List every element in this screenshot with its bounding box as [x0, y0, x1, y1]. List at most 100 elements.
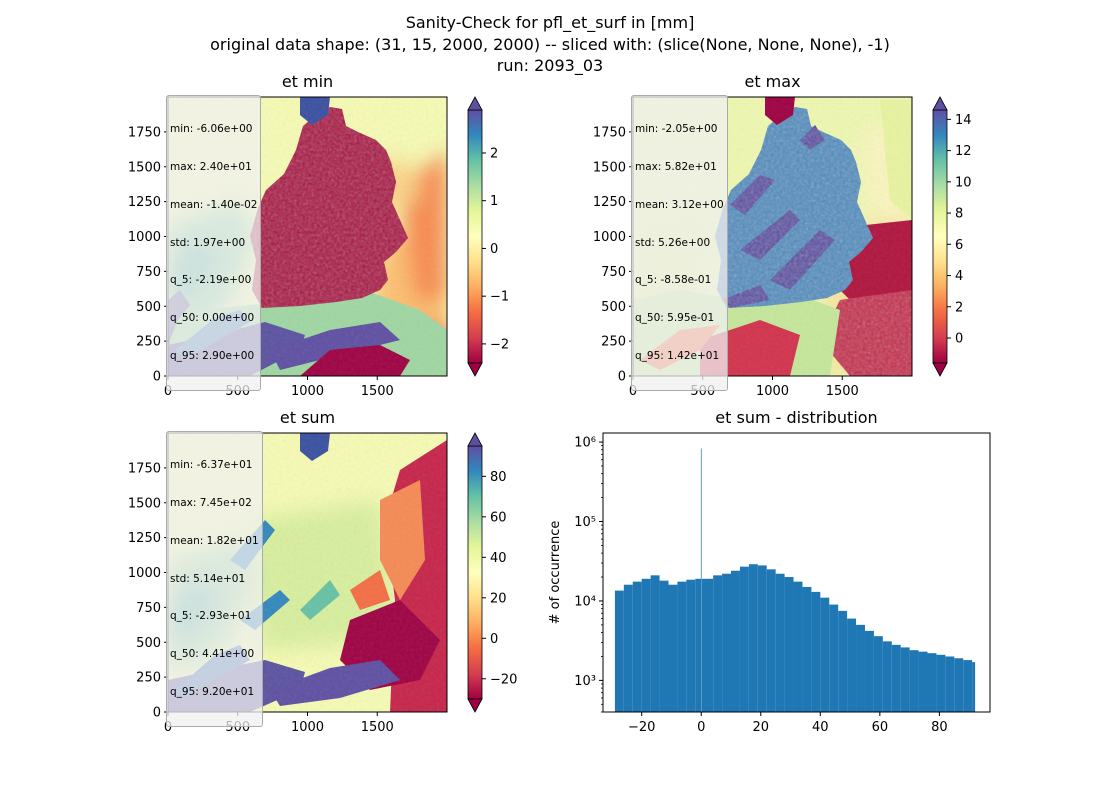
figure-title-line-1: Sanity-Check for pfl_et_surf in [mm] — [405, 13, 695, 32]
stats-box-et-min: min: -6.06e+00 max: 2.40e+01 mean: -1.40… — [166, 95, 262, 391]
histogram-bar — [650, 575, 660, 712]
y-tick-label: 250 — [136, 335, 161, 350]
x-tick-label: 1500 — [361, 720, 394, 735]
histogram-bar — [900, 647, 910, 712]
histogram-bar — [701, 578, 714, 712]
histogram-bar — [757, 565, 767, 712]
histogram-y-axis-label: # of occurrence — [548, 521, 563, 625]
histogram-bar — [847, 618, 857, 712]
histogram-bar — [700, 448, 702, 712]
histogram-bar — [677, 581, 687, 712]
stat-line: min: -6.37e+01 — [170, 459, 253, 472]
y-tick-label: 1500 — [128, 160, 161, 175]
histogram-bar — [668, 584, 678, 712]
histogram-bar — [623, 584, 633, 712]
y-tick-label: 1250 — [593, 195, 626, 210]
x-tick-label: 40 — [812, 720, 829, 735]
histogram-bar — [686, 579, 696, 712]
colorbar-et-max — [932, 96, 948, 377]
stat-line: q_95: 1.42e+01 — [635, 349, 720, 362]
x-tick-label: 0 — [164, 384, 172, 399]
stat-line: q_5: -2.93e+01 — [170, 610, 252, 623]
colorbar-tick-label: 0 — [490, 632, 498, 647]
histogram-bar — [784, 577, 794, 712]
y-tick-label: 1250 — [128, 531, 161, 546]
stat-line: std: 1.97e+00 — [170, 236, 246, 249]
histogram-bar — [856, 624, 865, 712]
y-tick-label: 1750 — [128, 461, 161, 476]
colorbar-tick-label: 0 — [955, 332, 963, 347]
stat-line: std: 5.26e+00 — [635, 236, 711, 249]
y-tick-label: 1250 — [128, 195, 161, 210]
histogram-bar — [918, 651, 928, 712]
histogram-bar — [632, 581, 642, 712]
histogram-bar — [882, 641, 892, 712]
stats-box-et-max: min: -2.05e+00 max: 5.82e+01 mean: 3.12e… — [631, 95, 728, 391]
y-tick-label: 1000 — [128, 566, 161, 581]
histogram-bar — [713, 575, 723, 712]
x-tick-label: 20 — [753, 720, 770, 735]
y-tick-label: 750 — [136, 601, 161, 616]
histogram-bar — [695, 578, 702, 712]
histogram-bar — [963, 660, 973, 712]
y-tick-label: 1000 — [128, 230, 161, 245]
histogram-bar — [829, 604, 839, 712]
histogram-bar — [811, 591, 821, 712]
histogram-bar — [873, 636, 883, 712]
panel-title-et-sum: et sum — [279, 408, 336, 427]
stat-line: min: -2.05e+00 — [635, 123, 718, 136]
histogram-title: et sum - distribution — [715, 408, 878, 427]
y-tick-label: 0 — [153, 370, 161, 385]
colorbar-tick-label: −2 — [490, 337, 509, 352]
histogram-bar — [891, 644, 901, 712]
colorbar-et-min — [467, 96, 483, 377]
colorbar-tick-label: 10 — [955, 175, 972, 190]
histogram-bar — [731, 570, 740, 712]
histogram-bar — [972, 662, 976, 712]
x-tick-label: 60 — [872, 720, 889, 735]
x-tick-label: 1500 — [361, 384, 394, 399]
x-tick-label: −20 — [628, 720, 655, 735]
histogram-bar — [748, 564, 758, 712]
colorbar-tick-label: −20 — [490, 672, 517, 687]
stat-line: q_50: 0.00e+00 — [170, 312, 255, 325]
y-tick-label: 10⁶ — [574, 436, 596, 451]
histogram-bar — [954, 658, 964, 712]
figure-title-line-3: run: 2093_03 — [496, 56, 604, 75]
histogram-bar — [739, 566, 749, 712]
histogram-bar — [802, 586, 812, 712]
colorbar-tick-label: 40 — [490, 551, 507, 566]
stat-line: q_50: 5.95e-01 — [635, 312, 715, 325]
stat-line: q_5: -2.19e+00 — [170, 274, 252, 287]
colorbar-tick-label: 6 — [955, 238, 963, 253]
histogram-bar — [838, 610, 848, 712]
colorbar-tick-label: 2 — [955, 300, 963, 315]
colorbar-tick-label: 20 — [490, 591, 507, 606]
x-tick-label: 0 — [629, 384, 637, 399]
stat-line: q_95: 2.90e+00 — [170, 349, 255, 362]
colorbar-tick-label: 2 — [490, 146, 498, 161]
histogram-bar — [909, 650, 919, 712]
x-tick-label: 1000 — [756, 384, 789, 399]
y-tick-label: 1750 — [128, 125, 161, 140]
colorbar-tick-label: 80 — [490, 470, 507, 485]
stat-line: q_5: -8.58e-01 — [635, 274, 712, 287]
x-tick-label: 0 — [164, 720, 172, 735]
y-tick-label: 0 — [618, 370, 626, 385]
stat-line: q_95: 9.20e+01 — [170, 685, 255, 698]
y-tick-label: 10⁴ — [574, 594, 596, 609]
y-tick-label: 1500 — [128, 496, 161, 511]
histogram-bar — [641, 578, 651, 712]
stat-line: mean: 3.12e+00 — [635, 198, 724, 211]
colorbar-tick-label: 14 — [955, 113, 972, 128]
y-tick-label: 1750 — [593, 125, 626, 140]
y-tick-label: 1000 — [593, 230, 626, 245]
colorbar-et-sum — [467, 432, 483, 713]
y-tick-label: 750 — [136, 265, 161, 280]
histogram-bar — [775, 573, 785, 712]
y-tick-label: 500 — [136, 300, 161, 315]
histogram-bar — [927, 653, 937, 712]
stat-line: max: 7.45e+02 — [170, 496, 252, 509]
stats-box-et-sum: min: -6.37e+01 max: 7.45e+02 mean: 1.82e… — [166, 431, 263, 727]
